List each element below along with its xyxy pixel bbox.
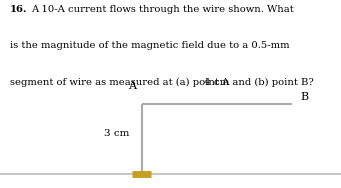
Text: segment of wire as measured at (a) point A and (b) point B?: segment of wire as measured at (a) point… [10,78,313,87]
Text: 4 cm: 4 cm [204,78,229,87]
Text: 3 cm: 3 cm [104,129,130,138]
Text: is the magnitude of the magnetic field due to a 0.5-mm: is the magnitude of the magnetic field d… [10,41,289,50]
Text: B: B [300,92,308,102]
Text: A 10-A current flows through the wire shown. What: A 10-A current flows through the wire sh… [31,5,294,14]
Text: 16.: 16. [10,5,27,14]
Text: A: A [129,81,136,91]
